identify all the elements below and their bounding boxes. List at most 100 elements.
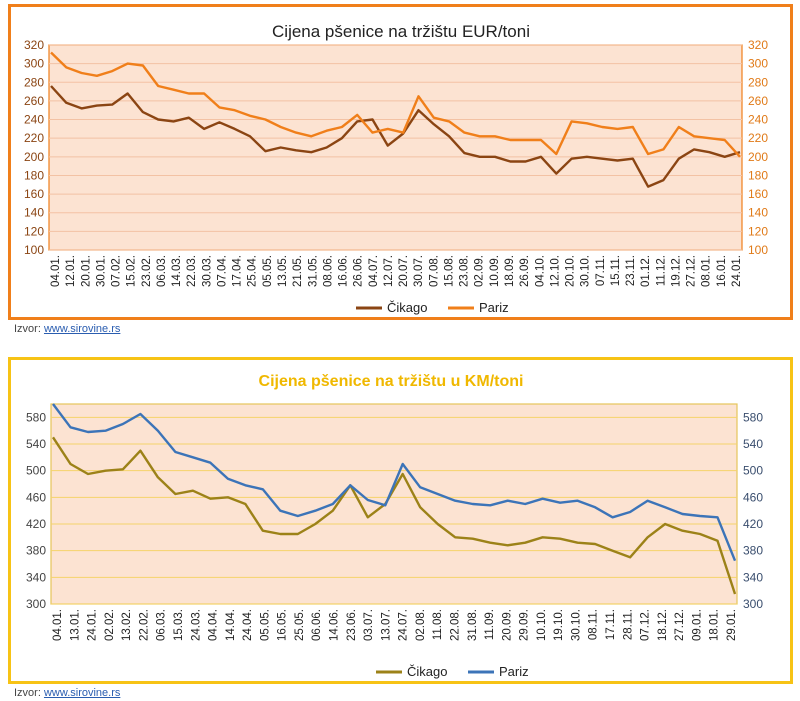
x-tick-label: 04.07. xyxy=(368,255,380,287)
legend-label: Čikago xyxy=(387,300,427,315)
y-tick-label-left: 460 xyxy=(26,490,46,504)
y-tick-label-right: 120 xyxy=(748,224,768,238)
x-tick-label: 20.10. xyxy=(565,255,577,287)
x-tick-label: 13.02. xyxy=(121,609,133,641)
x-tick-label: 06.03. xyxy=(156,609,168,641)
y-tick-label-left: 540 xyxy=(26,437,46,451)
y-tick-label-right: 380 xyxy=(743,544,763,558)
x-tick-label: 26.09. xyxy=(519,255,531,287)
y-tick-label-left: 300 xyxy=(26,597,46,611)
x-tick-label: 08.06. xyxy=(322,255,334,287)
y-tick-label-right: 160 xyxy=(748,187,768,201)
x-tick-label: 07.08. xyxy=(428,255,440,287)
y-tick-label-right: 320 xyxy=(748,38,768,52)
x-tick-label: 07.12. xyxy=(640,609,652,641)
y-tick-label-left: 580 xyxy=(26,410,46,424)
x-tick-label: 30.10. xyxy=(570,609,582,641)
y-tick-label-left: 280 xyxy=(24,75,44,89)
y-tick-label-right: 340 xyxy=(743,570,763,584)
y-tick-label-right: 300 xyxy=(748,57,768,71)
x-tick-label: 27.12. xyxy=(686,255,698,287)
legend-label: Pariz xyxy=(499,664,529,679)
source-note-2: Izvor: www.sirovine.rs xyxy=(14,687,120,699)
x-tick-label: 23.06. xyxy=(346,609,358,641)
source-link[interactable]: www.sirovine.rs xyxy=(43,687,121,699)
x-tick-label: 07.02. xyxy=(111,255,123,287)
x-tick-label: 30.10. xyxy=(580,255,592,287)
x-tick-label: 08.01. xyxy=(701,255,713,287)
x-tick-label: 18.01. xyxy=(709,609,721,641)
x-tick-label: 12.01. xyxy=(65,255,77,287)
y-tick-label-left: 180 xyxy=(24,168,44,182)
plot-area xyxy=(50,403,738,605)
y-tick-label-right: 260 xyxy=(748,94,768,108)
x-tick-label: 03.07. xyxy=(363,609,375,641)
chart-km-svg: Cijena pšenice na tržištu u KM/toni 300 30… xyxy=(26,373,763,679)
source-label: Izvor: xyxy=(14,687,41,699)
x-tick-label: 22.03. xyxy=(186,255,198,287)
y-tick-label-right: 420 xyxy=(743,517,763,531)
x-tick-label: 14.06. xyxy=(329,609,341,641)
y-tick-label-right: 300 xyxy=(743,597,763,611)
chart-title: Cijena pšenice na tržištu u KM/toni xyxy=(259,373,524,390)
x-tick-label: 21.05. xyxy=(292,255,304,287)
plot-area xyxy=(48,44,743,251)
x-tick-label: 24.01. xyxy=(731,255,743,287)
x-tick-label: 22.08. xyxy=(449,609,461,641)
x-tick-label: 04.04. xyxy=(208,609,220,641)
x-tick-label: 20.07. xyxy=(398,255,410,287)
x-tick-label: 16.06. xyxy=(338,255,350,287)
x-tick-label: 16.05. xyxy=(277,609,289,641)
series-line-pariz xyxy=(52,403,737,562)
x-tick-label: 09.01. xyxy=(691,609,703,641)
x-tick-label: 12.10. xyxy=(549,255,561,287)
x-tick-label: 11.09. xyxy=(484,609,496,640)
y-tick-label-left: 200 xyxy=(24,150,44,164)
x-tick-label: 06.06. xyxy=(311,609,323,641)
chart-title: Cijena pšenice na tržištu EUR/toni xyxy=(272,22,530,41)
x-tick-label: 15.08. xyxy=(443,255,455,287)
y-tick-label-left: 220 xyxy=(24,131,44,145)
x-tick-label: 13.01. xyxy=(69,609,81,641)
x-tick-label: 16.01. xyxy=(716,255,728,287)
x-tick-label: 18.09. xyxy=(504,255,516,287)
x-tick-label: 27.12. xyxy=(674,609,686,641)
y-tick-label-right: 200 xyxy=(748,150,768,164)
x-tick-label: 05.05. xyxy=(262,255,274,287)
x-tick-label: 31.05. xyxy=(307,255,319,287)
x-tick-label: 17.11. xyxy=(605,609,617,640)
x-tick-label: 05.05. xyxy=(259,609,271,641)
x-tick-label: 18.12. xyxy=(657,609,669,641)
chart-eur-svg: Cijena pšenice na tržištu EUR/toni 100 100… xyxy=(24,22,768,315)
x-tick-label: 19.12. xyxy=(670,255,682,287)
x-tick-label: 26.06. xyxy=(353,255,365,287)
y-tick-label-left: 320 xyxy=(24,38,44,52)
source-label: Izvor: xyxy=(14,323,41,335)
y-tick-label-left: 240 xyxy=(24,113,44,127)
y-tick-label-right: 220 xyxy=(748,131,768,145)
x-tick-label: 23.02. xyxy=(141,255,153,287)
source-link[interactable]: www.sirovine.rs xyxy=(43,323,121,335)
x-tick-label: 06.03. xyxy=(156,255,168,287)
x-tick-label: 10.09. xyxy=(489,255,501,287)
y-tick-label-left: 380 xyxy=(26,544,46,558)
x-tick-label: 28.11. xyxy=(622,609,634,640)
x-tick-label: 19.10. xyxy=(553,609,565,641)
x-tick-label: 07.11. xyxy=(595,255,607,286)
x-tick-label: 30.07. xyxy=(413,255,425,287)
x-tick-label: 07.04. xyxy=(216,255,228,287)
y-tick-label-left: 500 xyxy=(26,464,46,478)
x-tick-label: 25.05. xyxy=(294,609,306,641)
y-tick-label-right: 100 xyxy=(748,243,768,257)
y-tick-label-left: 100 xyxy=(24,243,44,257)
x-tick-label: 24.07. xyxy=(398,609,410,641)
x-tick-label: 04.01. xyxy=(50,255,62,287)
y-tick-label-right: 140 xyxy=(748,206,768,220)
x-tick-label: 13.07. xyxy=(380,609,392,641)
x-tick-label: 02.08. xyxy=(415,609,427,641)
y-tick-label-left: 120 xyxy=(24,224,44,238)
y-tick-label-right: 180 xyxy=(748,168,768,182)
y-tick-label-right: 500 xyxy=(743,464,763,478)
legend-label: Pariz xyxy=(479,300,509,315)
x-tick-label: 04.10. xyxy=(534,255,546,287)
